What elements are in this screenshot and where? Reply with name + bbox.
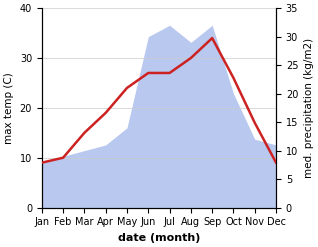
X-axis label: date (month): date (month): [118, 233, 200, 243]
Y-axis label: max temp (C): max temp (C): [4, 72, 14, 144]
Y-axis label: med. precipitation (kg/m2): med. precipitation (kg/m2): [304, 38, 314, 178]
